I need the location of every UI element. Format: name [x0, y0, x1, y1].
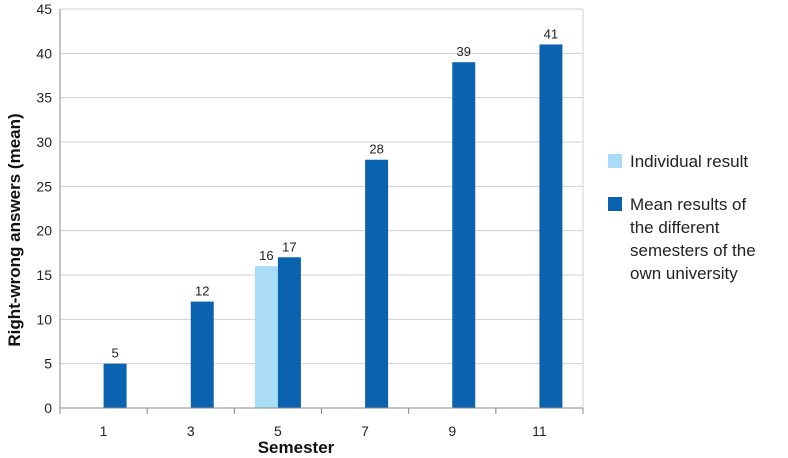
x-tick-label: 11 — [532, 423, 547, 439]
data-label: 17 — [282, 239, 296, 254]
bar — [277, 257, 301, 408]
legend-label-mean-line-4: own university — [630, 264, 738, 283]
bars — [103, 44, 563, 408]
x-tick-label: 7 — [361, 423, 369, 439]
bar — [103, 363, 127, 408]
bar — [365, 159, 389, 408]
y-tick-label: 15 — [36, 267, 52, 283]
bar — [190, 301, 214, 408]
y-tick-label: 5 — [44, 356, 52, 372]
bar — [254, 266, 278, 408]
x-tick-label: 1 — [100, 423, 108, 439]
data-label: 16 — [259, 248, 273, 263]
y-tick-label: 0 — [44, 400, 52, 416]
y-tick-label: 25 — [36, 178, 52, 194]
x-tick-label: 5 — [274, 423, 282, 439]
grid-lines — [60, 8, 584, 408]
data-label: 41 — [544, 26, 558, 41]
data-label: 28 — [369, 142, 383, 157]
data-label: 39 — [457, 44, 471, 59]
legend-label-mean-line-3: semesters of the — [630, 241, 756, 260]
bar — [452, 62, 476, 408]
data-label: 12 — [195, 284, 209, 299]
legend-label-mean: Mean results of the different semesters … — [630, 195, 760, 283]
y-tick-label: 40 — [36, 45, 52, 61]
data-labels: 5 12 16 17 28 39 41 — [111, 26, 558, 360]
legend-label-individual: Individual result — [630, 152, 748, 171]
legend-label-mean-line-1: Mean results of — [630, 195, 746, 214]
legend-label-mean-line-2: the different — [630, 218, 720, 237]
axes — [59, 9, 584, 414]
legend-swatch-individual — [608, 154, 622, 168]
y-tick-label: 45 — [36, 1, 52, 17]
legend: Individual result Mean results of the di… — [608, 152, 760, 283]
x-tick-label: 9 — [448, 423, 456, 439]
x-axis-title: Semester — [258, 438, 335, 457]
y-tick-label: 35 — [36, 90, 52, 106]
y-tick-label: 30 — [36, 134, 52, 150]
y-tick-label: 20 — [36, 223, 52, 239]
data-label: 5 — [111, 346, 118, 361]
legend-swatch-mean — [608, 197, 622, 211]
y-tick-label: 10 — [36, 311, 52, 327]
x-tick-label: 3 — [187, 423, 195, 439]
y-axis-title: Right-wrong answers (mean) — [5, 113, 24, 346]
bar — [539, 44, 563, 408]
